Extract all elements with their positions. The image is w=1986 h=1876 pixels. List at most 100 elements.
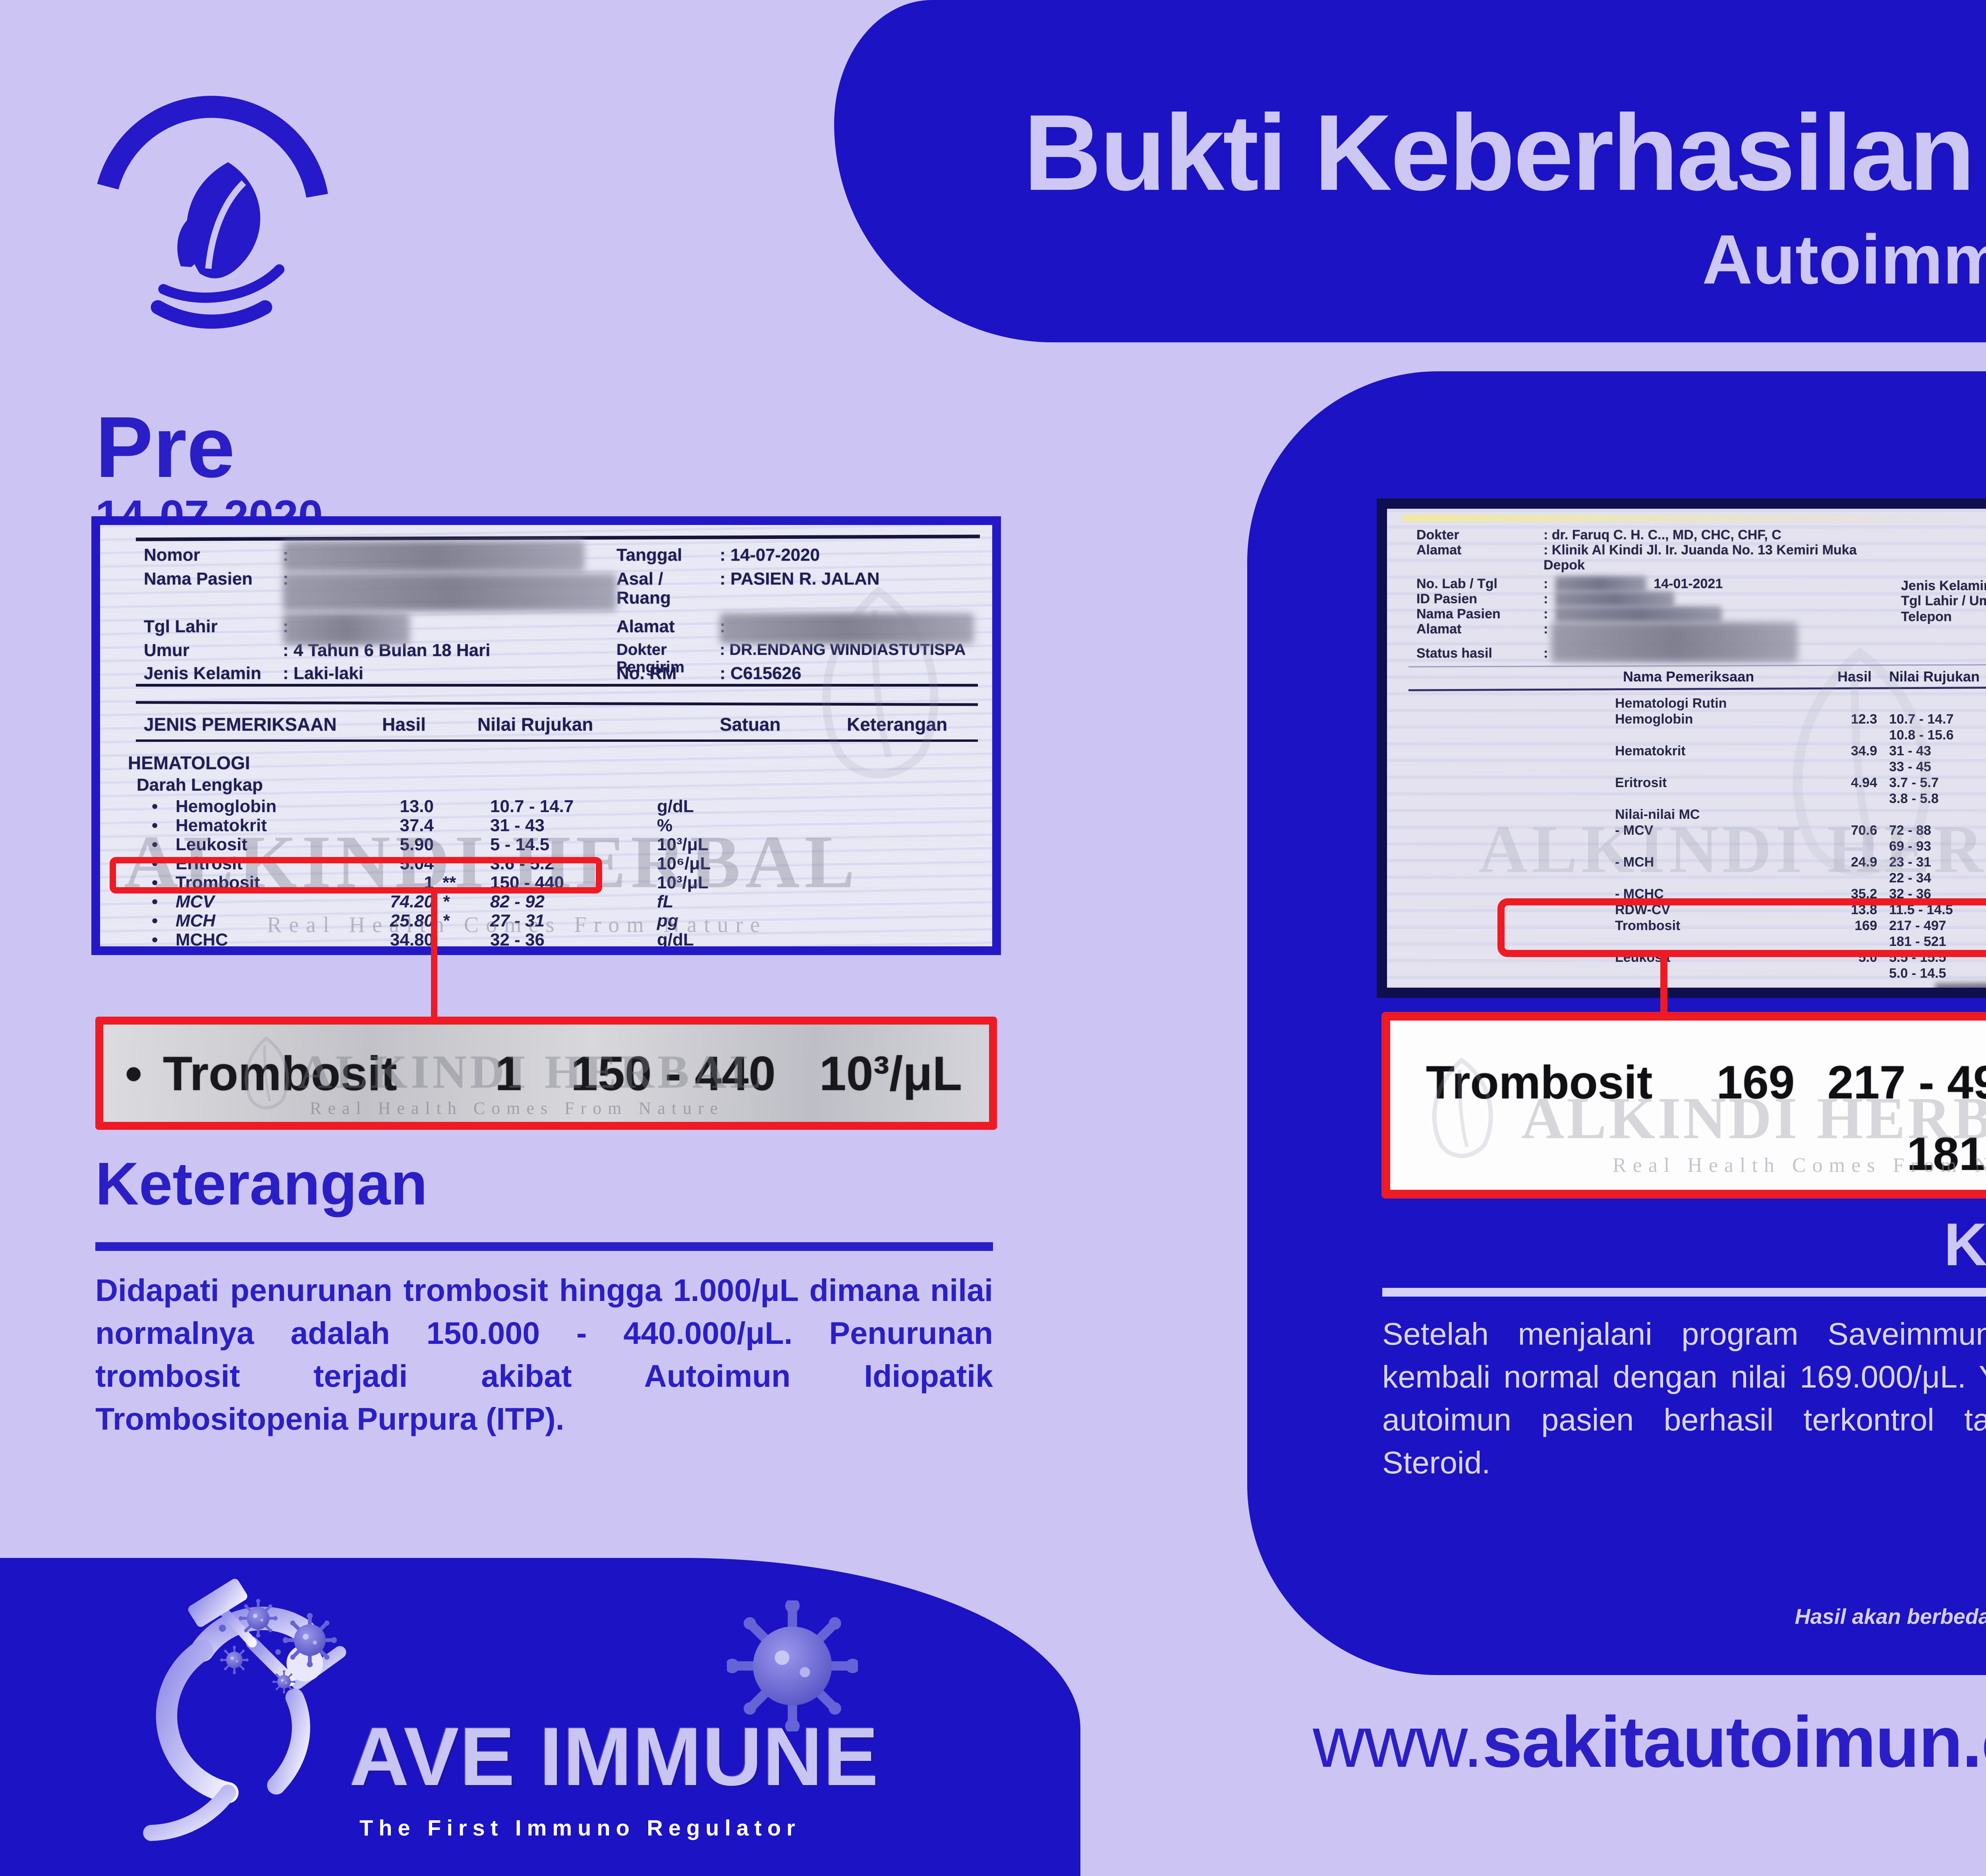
keterangan-text-post: Setelah menjalani program Saveimmune. Ni… xyxy=(1382,1316,1986,1480)
test-name: - MCH xyxy=(1615,855,1654,870)
keterangan-text-pre: Didapati penurunan trombosit hingga 1.00… xyxy=(95,1272,993,1436)
callout-result: 169 xyxy=(1716,1056,1795,1109)
reference-range: 10.7 - 14.7 xyxy=(490,797,574,816)
bullet: • xyxy=(125,1046,142,1100)
unit: g/dL xyxy=(657,797,694,816)
info-line: Depok xyxy=(1544,558,1861,573)
info-date: 14-01-2021 xyxy=(1654,576,1723,592)
info-label: No. RM xyxy=(616,664,677,683)
info-label: Alamat xyxy=(616,617,675,636)
info-label: Asal / Ruang xyxy=(616,569,671,608)
info-label: Telepon xyxy=(1901,609,1952,625)
callout-test-name: Trombosit xyxy=(1426,1056,1653,1109)
test-result: 25.80 xyxy=(390,911,434,930)
redacted-value xyxy=(1555,576,1647,592)
info-label: Alamat xyxy=(1416,621,1462,637)
reference-range: 82 - 92 xyxy=(490,892,545,911)
info-label: Status hasil xyxy=(1416,646,1492,661)
info-label: Tgl Lahir / Umur xyxy=(1901,593,1986,608)
website-prefix: www. xyxy=(1313,1701,1483,1782)
watermark-leaf-icon xyxy=(234,1033,298,1115)
unit: % xyxy=(657,816,673,835)
reference-range: 32 - 36 xyxy=(490,930,545,950)
connector-line-post xyxy=(1660,955,1667,1013)
connector-line-pre xyxy=(431,893,437,1019)
redacted-value xyxy=(1551,622,1798,662)
lab-table: • Hemoglobin 13.0 10.7 - 14.7 g/dL • Hemat… xyxy=(152,797,966,950)
watermark-leaf-icon xyxy=(1760,636,1959,894)
callout-range: 217 - 497 xyxy=(1827,1056,1986,1109)
callout-range: 150 - 440 xyxy=(571,1046,776,1100)
test-result: 74.20 xyxy=(390,892,434,911)
divider-post xyxy=(1382,1288,1986,1297)
unit: 10⁶/μL xyxy=(657,854,711,873)
bullet: • xyxy=(152,797,158,816)
info-label: ID Pasien xyxy=(1416,591,1478,607)
bullet: • xyxy=(152,816,158,835)
pre-lab-report: Nomor : Nama Pasien : Tgl Lahir : Umur :… xyxy=(91,516,1001,955)
redacted-value xyxy=(1555,606,1722,622)
info-label: Jenis Kelamin xyxy=(1901,578,1986,593)
test-flag: * xyxy=(442,911,450,930)
test-name: Leukosit xyxy=(176,835,247,854)
test-result: 169 xyxy=(1855,918,1877,933)
page-title: Bukti Keberhasilan Medis xyxy=(1023,92,1986,213)
info-label: Dokter xyxy=(1416,527,1459,542)
bullet: • xyxy=(152,930,158,950)
report-rule xyxy=(135,535,980,541)
info-line: Telepon : xyxy=(1901,608,1986,626)
info-line: Alamat : xyxy=(1416,621,1913,637)
table-row: • MCH 25.80 * 27 - 31 pg xyxy=(152,911,966,930)
info-label: Nama Pasien xyxy=(1416,606,1501,622)
info-line: Umur : 4 Tahun 6 Bulan 18 Hari xyxy=(144,641,680,660)
info-value: :14-01-2021 xyxy=(1544,576,1723,592)
info-label: Alamat xyxy=(1416,542,1462,558)
info-value: : xyxy=(1544,591,1675,607)
page-subtitle: Autoimmune - ITP xyxy=(1702,221,1986,299)
brand-name: AVE IMMUNE xyxy=(350,1711,879,1803)
test-name: - MCV xyxy=(1615,823,1654,838)
info-line: No. Lab / Tgl :14-01-2021 xyxy=(1416,576,1913,592)
info-line: Tgl Lahir : xyxy=(144,617,680,636)
reference-range: 27 - 31 xyxy=(490,911,545,930)
section-header: HEMATOLOGI xyxy=(128,753,250,773)
column-header: Satuan xyxy=(720,714,781,735)
info-value: : Klinik Al Kindi Jl. Ir. Juanda No. 13 … xyxy=(1544,542,1857,558)
highlight-box-pre xyxy=(110,857,602,894)
info-line: Nama Pasien : xyxy=(1416,606,1913,622)
info-value: : dr. Faruq C. H. C.., MD, CHC, CHF, C xyxy=(1544,527,1781,542)
reference-range: 10.7 - 14.7 xyxy=(1889,712,1954,727)
callout-range-2: 181 - 521 xyxy=(1907,1128,1986,1180)
test-name: MCH xyxy=(176,911,216,930)
table-row: • Hematokrit 37.4 31 - 43 % xyxy=(152,816,966,835)
info-label: Nomor xyxy=(144,545,200,565)
report-rule xyxy=(136,739,978,742)
info-line: Tanggal : 14-07-2020 xyxy=(616,545,992,565)
watermark-tagline: Real Health Comes From Nature xyxy=(310,1098,724,1118)
info-line: Status hasil : xyxy=(1416,646,1913,661)
info-label: No. Lab / Tgl xyxy=(1416,576,1497,592)
reference-range: 31 - 43 xyxy=(490,816,545,835)
info-value: : xyxy=(1544,606,1722,622)
highlight-box-post xyxy=(1497,898,1986,957)
info-value: : C615626 xyxy=(720,664,802,683)
section-header: Nilai-nilai MC xyxy=(1615,807,1700,822)
test-result: 13.0 xyxy=(400,797,434,816)
info-value: : Laki-laki xyxy=(283,664,363,683)
bullet: • xyxy=(152,835,158,854)
watermark-leaf-icon xyxy=(795,577,962,793)
column-header: Nilai Rujukan xyxy=(477,714,593,735)
redacted-value xyxy=(1555,591,1675,607)
info-line: No. RM : C615626 xyxy=(616,664,992,683)
redacted-value xyxy=(283,541,585,572)
info-value: : xyxy=(1544,621,1548,637)
website-link[interactable]: www.sakitautoimun.com xyxy=(1313,1706,1986,1778)
callout-result: 1 xyxy=(495,1046,522,1100)
test-name: Hematokrit xyxy=(176,816,267,835)
unit: 10³/μL xyxy=(657,873,709,892)
divider-pre xyxy=(95,1242,993,1251)
info-value: : PASIEN R. JALAN xyxy=(720,569,880,589)
reference-range: 217 - 497 xyxy=(1889,918,1946,933)
info-label: Dokter Pengirim xyxy=(616,641,685,676)
